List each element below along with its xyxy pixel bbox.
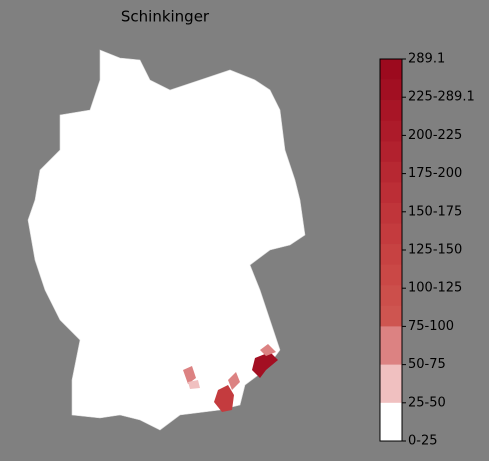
- colorbar-label: 225-289.1: [408, 90, 475, 105]
- region-pink: [228, 372, 240, 390]
- colorbar-band: [380, 141, 402, 163]
- colorbar-band: [380, 402, 402, 442]
- colorbar-band: [380, 244, 402, 265]
- colorbar-label: 25-50: [408, 395, 446, 410]
- colorbar-band: [380, 305, 402, 327]
- colorbar-label: 150-175: [408, 204, 462, 219]
- colorbar-label: 100-125: [408, 281, 462, 296]
- colorbar-band: [380, 202, 402, 224]
- colorbar-label: 289.1: [408, 52, 445, 67]
- colorbar-label: 75-100: [408, 319, 454, 334]
- colorbar-band: [380, 364, 402, 404]
- colorbar-band: [380, 182, 402, 204]
- colorbar-label: 50-75: [408, 357, 446, 372]
- colorbar-band: [380, 264, 402, 286]
- germany-map: [27, 49, 306, 431]
- colorbar-label: 0-25: [408, 434, 438, 449]
- colorbar-label: 175-200: [408, 166, 462, 181]
- colorbar-band: [380, 161, 402, 183]
- colorbar-band: [380, 100, 402, 122]
- colorbar-band: [380, 59, 402, 80]
- colorbar-band: [380, 326, 402, 365]
- region-pink: [183, 366, 196, 384]
- region-pink: [260, 344, 276, 356]
- colorbar-label: 125-150: [408, 243, 462, 258]
- colorbar: 289.1 225-289.1 200-225 175-200 150-175 125-1…: [379, 52, 475, 449]
- colorbar-band: [380, 285, 402, 307]
- colorbar-band: [380, 79, 402, 101]
- region-dark: [252, 352, 278, 378]
- colorbar-band: [380, 223, 402, 245]
- colorbar-band: [380, 120, 402, 142]
- region-red: [214, 385, 234, 412]
- colorbar-label: 200-225: [408, 128, 462, 143]
- map-title: Schinkinger: [121, 8, 210, 26]
- region-light: [188, 380, 200, 389]
- country-shape: [27, 49, 306, 431]
